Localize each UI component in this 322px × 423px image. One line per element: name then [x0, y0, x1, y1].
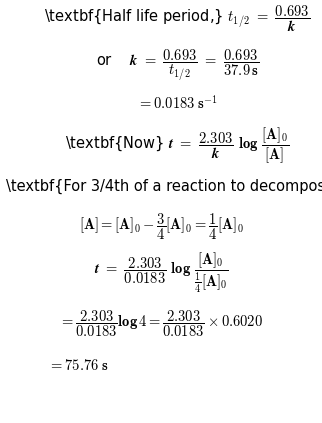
Text: $\boldsymbol{t}$ $\mathbf{=}$ $\dfrac{\mathbf{2.303}}{\mathbf{0.0183}}$ $\mathbf: $\boldsymbol{t}$ $\mathbf{=}$ $\dfrac{\m…	[93, 250, 229, 295]
Text: $\mathbf{= \dfrac{2.303}{0.0183} log\,4 = \dfrac{2.303}{0.0183} \times 0.6020}$: $\mathbf{= \dfrac{2.303}{0.0183} log\,4 …	[59, 308, 263, 339]
Text: \textbf{For 3/4th of a reaction to decompose,}: \textbf{For 3/4th of a reaction to decom…	[6, 179, 322, 194]
Text: or    $\boldsymbol{k}$ $\mathbf{=}$ $\dfrac{\mathbf{0.693}}{\boldsymbol{t_{1/2}}: or $\boldsymbol{k}$ $\mathbf{=}$ $\dfrac…	[96, 48, 259, 83]
Text: $\mathbf{= 75.76\;s}$: $\mathbf{= 75.76\;s}$	[48, 358, 109, 374]
Text: \textbf{Now} $\boldsymbol{t}$ $\mathbf{=}$ $\dfrac{\mathbf{2.303}}{\boldsymbol{k: \textbf{Now} $\boldsymbol{t}$ $\mathbf{=…	[65, 126, 289, 166]
Text: $\mathbf{[A] = [A]_0 - \dfrac{3}{4}[A]_0 = \dfrac{1}{4}[A]_0}$: $\mathbf{[A] = [A]_0 - \dfrac{3}{4}[A]_0…	[79, 211, 243, 242]
Text: \textbf{Half life period,} $\boldsymbol{t_{1/2}}$ $\mathbf{=}$ $\dfrac{\mathbf{0: \textbf{Half life period,} $\boldsymbol{…	[44, 4, 310, 34]
Text: $\mathbf{= 0.0183\;s^{-1}}$: $\mathbf{= 0.0183\;s^{-1}}$	[137, 95, 218, 113]
